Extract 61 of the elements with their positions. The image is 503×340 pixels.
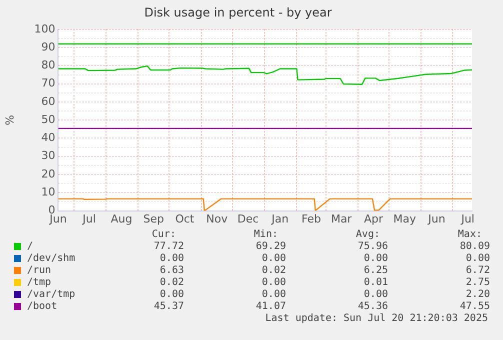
text: 45.37 <box>152 301 184 313</box>
text: 0.00 <box>260 253 286 265</box>
text: 80.09 <box>458 241 490 253</box>
y-tick-label: 40 <box>41 131 56 144</box>
y-tick-label: 70 <box>41 76 56 90</box>
text: 0.02 <box>158 277 184 289</box>
text: 41.07 <box>254 301 286 313</box>
text: Min: <box>252 229 279 241</box>
text: Max: <box>456 229 483 241</box>
text: 0.00 <box>158 253 184 265</box>
text: 0.02 <box>260 265 286 277</box>
y-tick-label: 80 <box>41 58 56 72</box>
y-tick-label: 50 <box>41 112 56 126</box>
text: 0.00 <box>158 289 184 301</box>
x-tick-label: Nov <box>206 212 228 226</box>
text: 0.00 <box>362 253 388 265</box>
text: Cur: <box>150 229 177 241</box>
text: 75.96 <box>356 241 388 253</box>
text: Avg: <box>354 229 381 241</box>
legend-label: /var/tmp <box>27 289 76 301</box>
x-tick-label: Jul <box>460 212 474 226</box>
text: 6.72 <box>464 265 490 277</box>
x-tick-label: Oct <box>175 212 195 226</box>
text: 77.72 <box>152 241 184 253</box>
text: 69.29 <box>254 241 286 253</box>
legend-label: /tmp <box>27 277 52 289</box>
legend-label: / <box>27 241 34 253</box>
text: 6.63 <box>158 265 184 277</box>
x-tick-label: Jun <box>427 212 446 226</box>
text: 47.55 <box>458 301 490 313</box>
chart-title: Disk usage in percent - by year <box>144 5 332 20</box>
y-tick-label: 100 <box>34 22 56 36</box>
y-tick-label: 60 <box>41 94 56 108</box>
text: 0.00 <box>260 277 286 289</box>
x-tick-label: Jul <box>82 212 96 226</box>
legend-label: /run <box>27 265 52 277</box>
x-tick-label: Feb <box>302 212 321 226</box>
text: Last update: Sun Jul 20 21:20:03 2025 <box>264 313 488 325</box>
y-tick-label: 10 <box>41 186 56 199</box>
x-tick-label: Jan <box>270 212 289 226</box>
legend-label: /boot <box>27 301 58 313</box>
text: 45.36 <box>356 301 388 313</box>
x-tick-label: Apr <box>364 212 384 226</box>
text: 0.00 <box>260 289 286 301</box>
text: 2.20 <box>464 289 490 301</box>
x-tick-label: Mar <box>330 212 352 226</box>
x-tick-label: Jun <box>48 212 67 226</box>
x-tick-label: May <box>393 212 416 226</box>
text: 6.25 <box>362 265 388 277</box>
legend-label: /dev/shm <box>27 253 76 265</box>
text: 0.01 <box>362 277 388 289</box>
y-tick-label: 90 <box>41 40 56 54</box>
y-tick-label: 20 <box>41 167 56 180</box>
y-axis-title: % <box>3 114 16 126</box>
x-tick-label: Dec <box>237 212 259 226</box>
text: 0.00 <box>362 289 388 301</box>
text: 2.75 <box>464 277 490 289</box>
text: 0.00 <box>464 253 490 265</box>
x-tick-label: Aug <box>110 212 132 226</box>
y-tick-label: 30 <box>41 149 56 162</box>
x-tick-label: Sep <box>143 212 164 226</box>
